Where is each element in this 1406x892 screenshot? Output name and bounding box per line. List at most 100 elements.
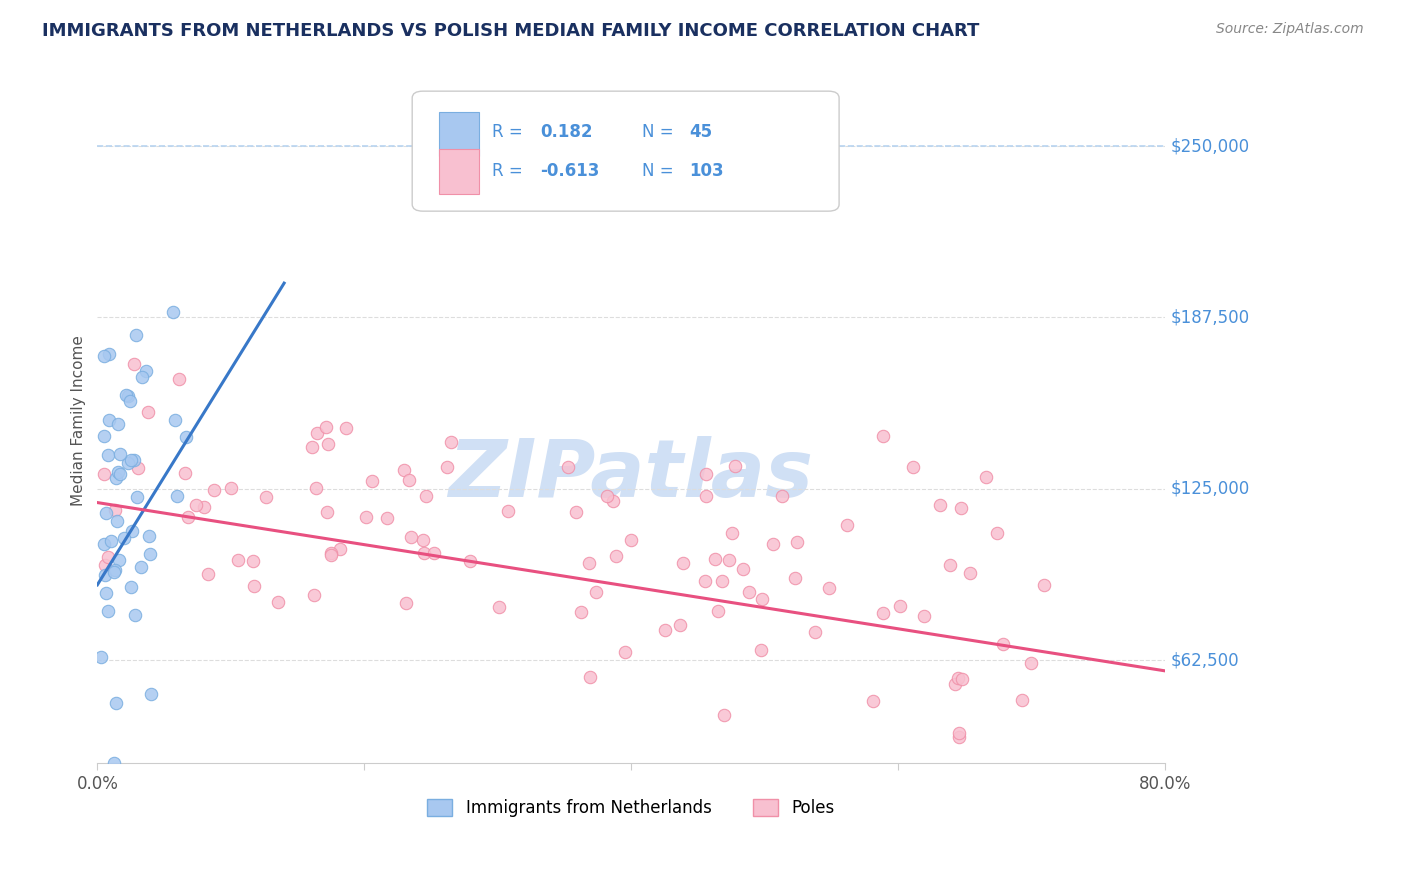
Point [695, 467, 717, 481]
Point [912, 608, 935, 623]
Point [100, 534, 122, 549]
Point [94, 585, 117, 599]
Point [307, 425, 329, 440]
Point [950, 672, 973, 686]
Point [129, 560, 152, 574]
Text: IMMIGRANTS FROM NETHERLANDS VS POLISH MEDIAN FAMILY INCOME CORRELATION CHART: IMMIGRANTS FROM NETHERLANDS VS POLISH ME… [42, 22, 980, 40]
Point [138, 547, 160, 561]
Point [943, 676, 966, 690]
Point [412, 546, 434, 560]
Point [107, 465, 129, 479]
Legend: Immigrants from Netherlands, Poles: Immigrants from Netherlands, Poles [420, 792, 841, 823]
Point [121, 524, 143, 539]
Point [117, 456, 139, 470]
Point [436, 460, 458, 475]
Point [959, 566, 981, 581]
Point [315, 420, 337, 434]
Point [124, 607, 146, 622]
Point [117, 389, 139, 403]
Point [695, 489, 717, 503]
Point [90, 649, 112, 664]
FancyBboxPatch shape [412, 91, 839, 211]
Point [103, 756, 125, 771]
Point [578, 556, 600, 570]
Point [783, 571, 806, 585]
Point [193, 500, 215, 514]
Point [579, 670, 602, 684]
Text: $250,000: $250,000 [1171, 137, 1250, 155]
Text: N =: N = [641, 162, 679, 180]
Point [703, 552, 725, 566]
Point [399, 530, 422, 544]
Point [948, 726, 970, 740]
Point [620, 533, 643, 547]
Point [105, 514, 128, 528]
Point [104, 563, 127, 577]
Point [733, 562, 755, 576]
Point [329, 542, 352, 557]
Text: $187,500: $187,500 [1171, 309, 1250, 326]
Point [720, 525, 742, 540]
Point [392, 463, 415, 477]
FancyBboxPatch shape [439, 150, 479, 194]
Point [751, 643, 773, 657]
Point [131, 370, 153, 384]
Point [108, 467, 131, 481]
Text: 45: 45 [690, 123, 713, 141]
Point [98, 347, 121, 361]
Point [361, 474, 384, 488]
Point [305, 481, 328, 495]
Text: R =: R = [492, 162, 529, 180]
Point [219, 481, 242, 495]
Point [202, 483, 225, 497]
Point [226, 552, 249, 566]
Point [108, 447, 131, 461]
Point [1019, 657, 1042, 671]
Point [108, 553, 131, 567]
Point [138, 529, 160, 543]
FancyBboxPatch shape [439, 112, 479, 156]
Point [107, 417, 129, 431]
Point [737, 585, 759, 599]
Point [163, 412, 186, 426]
Point [803, 625, 825, 640]
Point [724, 458, 747, 473]
Point [710, 574, 733, 589]
Point [135, 364, 157, 378]
Point [177, 510, 200, 524]
Text: -0.613: -0.613 [540, 162, 599, 180]
Point [162, 305, 184, 319]
Point [318, 437, 340, 451]
Point [97, 604, 120, 618]
Point [319, 548, 342, 562]
Point [354, 510, 377, 524]
Point [120, 580, 142, 594]
Point [103, 566, 125, 580]
Point [319, 546, 342, 560]
Point [818, 581, 841, 595]
Point [302, 589, 325, 603]
Point [440, 435, 463, 450]
Point [124, 452, 146, 467]
Point [395, 596, 418, 610]
Point [127, 461, 149, 475]
Point [141, 687, 163, 701]
Text: $62,500: $62,500 [1171, 651, 1240, 669]
Text: ZIPatlas: ZIPatlas [449, 436, 814, 514]
Point [751, 592, 773, 607]
Point [93, 429, 115, 443]
Point [94, 568, 117, 582]
Point [412, 533, 434, 547]
Point [1011, 692, 1033, 706]
Point [94, 506, 117, 520]
Point [97, 448, 120, 462]
Point [197, 567, 219, 582]
Point [115, 388, 138, 402]
Point [929, 498, 952, 512]
Y-axis label: Median Family Income: Median Family Income [72, 334, 86, 506]
Text: 103: 103 [690, 162, 724, 180]
Point [862, 694, 884, 708]
Point [872, 429, 894, 443]
Point [125, 327, 148, 342]
Point [948, 671, 970, 685]
